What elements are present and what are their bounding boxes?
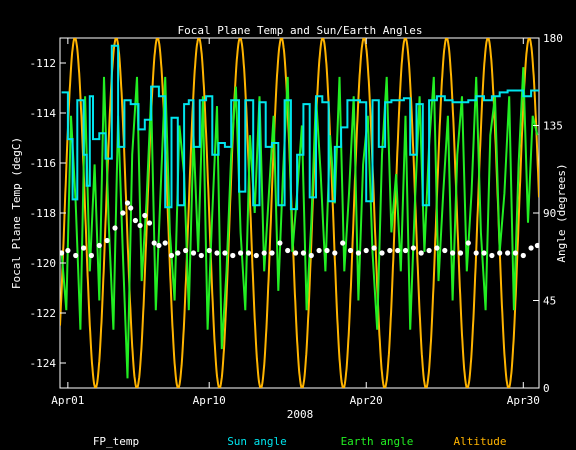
fp-temp-point (505, 250, 511, 256)
fp-temp-point (465, 240, 471, 246)
fp-temp-point (168, 252, 175, 259)
fp-temp-point (426, 247, 432, 254)
fp-temp-point (128, 205, 134, 211)
fp-temp-point (473, 250, 479, 256)
fp-temp-point (222, 250, 228, 256)
fp-temp-point (269, 250, 275, 256)
fp-temp-point (410, 245, 416, 251)
fp-temp-point (363, 247, 369, 254)
fp-temp-point (316, 247, 322, 254)
fp-temp-point (198, 252, 204, 259)
fp-temp-point (489, 252, 495, 259)
fp-temp-point (238, 250, 244, 256)
fp-temp-point (175, 250, 181, 256)
fp-temp-point (534, 242, 539, 249)
fp-temp-point (379, 250, 385, 256)
fp-temp-point (332, 250, 338, 256)
fp-temp-point (261, 250, 267, 256)
fp-temp-point (214, 250, 220, 256)
fp-temp-point (253, 252, 259, 259)
fp-temp-point (402, 247, 409, 254)
legend-fp-temp: FP_temp (93, 435, 139, 448)
fp-temp-point (206, 247, 212, 254)
fp-temp-point (371, 245, 377, 251)
x-tick-label: Apr30 (507, 394, 540, 407)
fp-temp-point (142, 212, 148, 219)
fp-temp-point (146, 220, 153, 226)
fp-temp-point (355, 250, 361, 256)
fp-temp-point (434, 245, 440, 251)
fp-temp-point (442, 247, 448, 254)
fp-temp-point (137, 222, 143, 229)
fp-temp-point (162, 240, 168, 246)
fp-temp-point (481, 250, 487, 256)
fp-temp-point (96, 242, 102, 249)
fp-temp-point (245, 250, 252, 256)
series-earth-angle (60, 67, 539, 379)
fp-temp-point (347, 247, 354, 254)
series-fp-temp (60, 200, 539, 259)
y-axis-title-right: Angle (degrees) (555, 163, 568, 262)
tick-layer: Apr01 Apr10 Apr20 Apr30 -124 -122 -120 -118 -116… (30, 32, 563, 407)
y-right-tick-label: 90 (543, 207, 556, 220)
y-right-tick-label: 135 (543, 120, 563, 133)
y-left-tick-label: -122 (30, 307, 57, 320)
y-left-tick-label: -124 (30, 357, 57, 370)
fp-temp-point (65, 247, 71, 254)
fp-temp-point (418, 250, 424, 256)
fp-temp-point (124, 200, 131, 206)
fp-temp-point (81, 245, 87, 251)
fp-temp-point (132, 217, 138, 224)
fp-temp-point (293, 250, 299, 256)
y-right-tick-label: 0 (543, 382, 550, 395)
fp-temp-point (324, 247, 330, 254)
fp-temp-point (512, 250, 519, 256)
fp-temp-point (60, 250, 65, 256)
fp-temp-point (308, 252, 314, 259)
fp-temp-point (190, 250, 197, 256)
legend-altitude: Altitude (454, 435, 507, 448)
fp-temp-point (73, 252, 79, 259)
series-altitude (60, 38, 539, 388)
y-left-tick-label: -114 (30, 107, 57, 120)
fp-temp-point (395, 247, 401, 254)
x-tick-label: Apr01 (51, 394, 84, 407)
fp-temp-point (450, 250, 456, 256)
fp-temp-point (285, 247, 291, 254)
fp-temp-point (277, 240, 283, 246)
fp-temp-point (300, 250, 306, 256)
y-left-tick-label: -120 (30, 257, 57, 270)
fp-temp-point (112, 225, 118, 231)
x-tick-label: Apr10 (193, 394, 226, 407)
fp-temp-point (151, 240, 157, 246)
fp-temp-point (387, 247, 393, 254)
fp-temp-point (457, 250, 464, 256)
y-left-tick-label: -116 (30, 157, 57, 170)
y-right-tick-label: 180 (543, 32, 563, 45)
x-axis-title: 2008 (287, 408, 314, 421)
legend-earth-angle: Earth angle (341, 435, 414, 448)
x-tick-label: Apr20 (350, 394, 383, 407)
fp-temp-point (520, 252, 526, 259)
y-left-tick-label: -118 (30, 207, 57, 220)
fp-temp-point (88, 252, 94, 259)
chart-title: Focal Plane Temp and Sun/Earth Angles (177, 24, 422, 37)
y-left-tick-label: -112 (30, 57, 57, 70)
fp-temp-point (120, 210, 126, 216)
fp-temp-point (497, 250, 503, 256)
y-axis-title-left: Focal Plane Temp (degC) (10, 137, 23, 289)
legend-sun-angle: Sun angle (227, 435, 287, 448)
fp-temp-point (528, 245, 534, 251)
fp-temp-point (156, 242, 162, 249)
fp-temp-point (104, 237, 110, 244)
fp-temp-point (183, 247, 189, 254)
fp-temp-point (230, 252, 236, 259)
fp-temp-point (340, 240, 346, 246)
series-sun-angle (61, 44, 539, 211)
y-right-tick-label: 45 (543, 295, 556, 308)
series-layer (60, 38, 539, 388)
